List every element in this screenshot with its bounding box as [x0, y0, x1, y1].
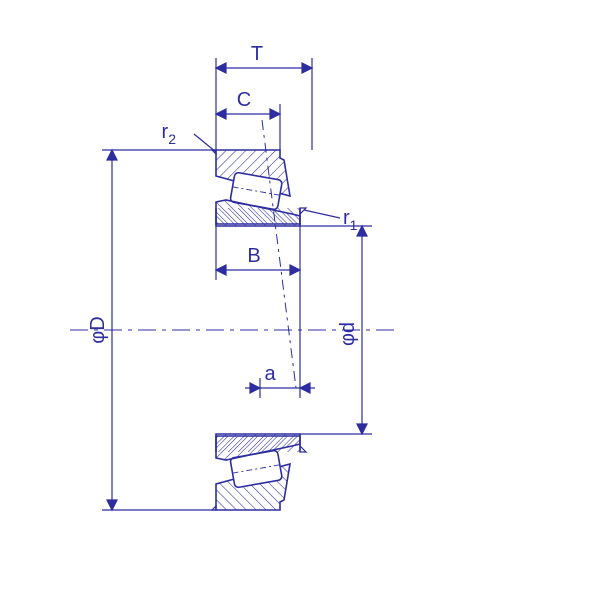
- label-T: T: [251, 43, 263, 65]
- bearing-cross-section-diagram: T C B a r1 r2 φD φd: [0, 0, 600, 600]
- bearing-section-top: [212, 150, 306, 226]
- label-phid: φd: [337, 322, 359, 346]
- label-B: B: [247, 245, 260, 267]
- bearing-section-bottom: [212, 434, 306, 510]
- label-r1: r1: [343, 207, 358, 233]
- label-a: a: [264, 363, 276, 385]
- label-r2: r2: [162, 121, 177, 147]
- label-C: C: [237, 89, 251, 111]
- label-phiD: φD: [87, 316, 109, 343]
